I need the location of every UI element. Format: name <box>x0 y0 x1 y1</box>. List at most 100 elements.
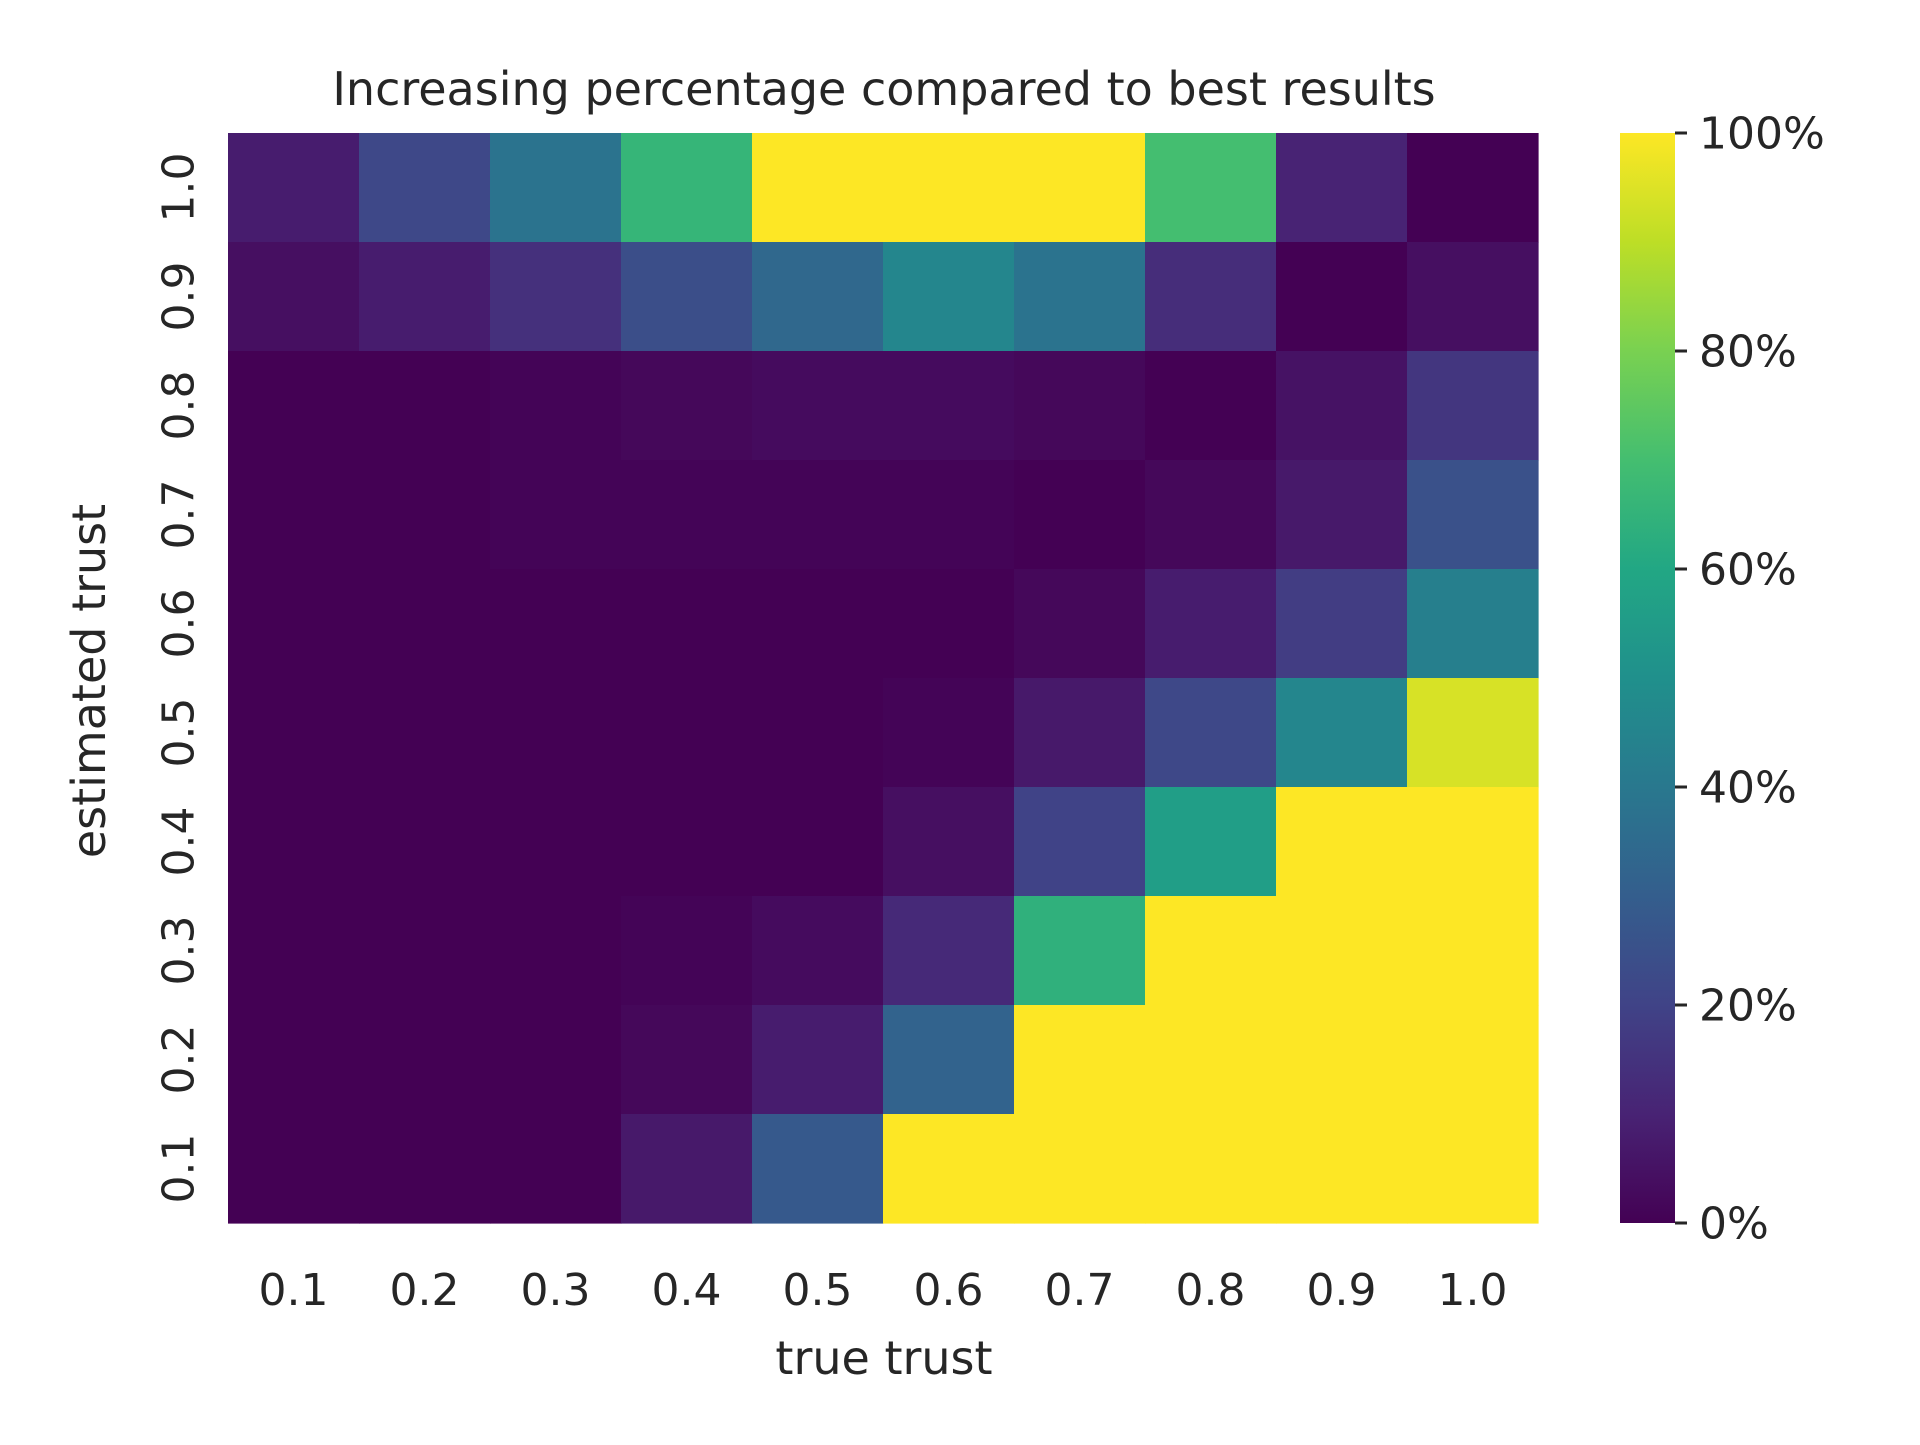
heatmap-cell <box>1014 242 1146 352</box>
heatmap-cell <box>752 896 884 1006</box>
heatmap-cell <box>1014 1114 1146 1224</box>
heatmap-cell <box>621 569 753 679</box>
heatmap-cell <box>621 1114 753 1224</box>
heatmap-cell <box>752 1114 884 1224</box>
y-tick-label: 1.0 <box>153 153 204 223</box>
x-tick-label: 0.6 <box>914 1265 984 1316</box>
heatmap-cell <box>228 678 360 788</box>
heatmap-cell <box>1145 242 1277 352</box>
heatmap-cell <box>490 351 622 461</box>
heatmap-cell <box>1014 1005 1146 1115</box>
heatmap-cell <box>490 569 622 679</box>
heatmap-cell <box>359 678 491 788</box>
heatmap-cell <box>228 787 360 897</box>
heatmap-cell <box>883 1005 1015 1115</box>
y-tick-label: 0.3 <box>153 916 204 986</box>
heatmap-cell <box>621 1005 753 1115</box>
heatmap-cell <box>621 460 753 570</box>
x-tick-label: 0.1 <box>259 1265 329 1316</box>
heatmap-cell <box>752 678 884 788</box>
heatmap-cell <box>359 351 491 461</box>
y-tick-label: 0.4 <box>153 807 204 877</box>
heatmap-cell <box>228 569 360 679</box>
heatmap-cell <box>1145 1114 1277 1224</box>
heatmap-cell <box>1145 351 1277 461</box>
x-tick-label: 0.8 <box>1176 1265 1246 1316</box>
heatmap-cell <box>228 1005 360 1115</box>
heatmap-cell <box>1145 678 1277 788</box>
x-axis-label: true trust <box>775 1331 992 1385</box>
heatmap-cell <box>1145 133 1277 243</box>
heatmap-cell <box>228 896 360 1006</box>
heatmap-cell <box>1407 133 1539 243</box>
heatmap-cell <box>490 678 622 788</box>
heatmap-cell <box>228 1114 360 1224</box>
heatmap-cell <box>883 242 1015 352</box>
heatmap-cell <box>228 242 360 352</box>
colorbar-tick-label: 60% <box>1699 544 1797 595</box>
heatmap-cell <box>490 787 622 897</box>
heatmap-cell <box>1014 569 1146 679</box>
heatmap-cell <box>490 133 622 243</box>
y-tick-label: 0.5 <box>153 698 204 768</box>
heatmap-cell <box>621 787 753 897</box>
heatmap-cell <box>621 678 753 788</box>
y-tick-label: 0.2 <box>153 1025 204 1095</box>
colorbar-tick-label: 40% <box>1699 762 1797 813</box>
heatmap-cell <box>752 460 884 570</box>
heatmap-cell <box>228 460 360 570</box>
heatmap-cell <box>621 133 753 243</box>
heatmap-cell <box>490 460 622 570</box>
heatmap-cell <box>1014 896 1146 1006</box>
heatmap-cell <box>1276 896 1408 1006</box>
heatmap-cell <box>1276 787 1408 897</box>
heatmap-cell <box>359 242 491 352</box>
heatmap-cell <box>1014 678 1146 788</box>
colorbar-tick-label: 0% <box>1699 1198 1769 1249</box>
x-tick-label: 0.4 <box>652 1265 722 1316</box>
heatmap-cell <box>1276 460 1408 570</box>
heatmap-cell <box>1276 678 1408 788</box>
heatmap-cell <box>752 569 884 679</box>
heatmap-cell <box>883 896 1015 1006</box>
heatmap-cell <box>1276 1005 1408 1115</box>
heatmap-cell <box>883 678 1015 788</box>
y-tick-label: 0.1 <box>153 1134 204 1204</box>
y-tick-label: 0.8 <box>153 371 204 441</box>
colorbar-gradient <box>1620 133 1675 1223</box>
heatmap-cell <box>228 351 360 461</box>
x-tick-label: 0.3 <box>521 1265 591 1316</box>
heatmap-cell <box>1014 460 1146 570</box>
heatmap-cell <box>1407 460 1539 570</box>
heatmap-cell <box>1407 351 1539 461</box>
heatmap-cell <box>883 460 1015 570</box>
x-tick-label: 0.5 <box>783 1265 853 1316</box>
heatmap-cell <box>883 787 1015 897</box>
x-tick-label: 0.7 <box>1045 1265 1115 1316</box>
x-tick-labels: 0.1 0.2 0.3 0.4 0.5 0.6 0.7 0.8 0.9 1.0 <box>259 1265 1508 1316</box>
heatmap-cell <box>1407 1114 1539 1224</box>
heatmap-cell <box>1276 242 1408 352</box>
y-tick-label: 0.7 <box>153 480 204 550</box>
heatmap-cell <box>1407 678 1539 788</box>
heatmap-cell <box>490 1114 622 1224</box>
heatmap-cell <box>1014 351 1146 461</box>
heatmap-cell <box>883 351 1015 461</box>
heatmap-cell <box>1407 896 1539 1006</box>
heatmap-cell <box>752 1005 884 1115</box>
heatmap-cell <box>883 1114 1015 1224</box>
colorbar-tick-label: 20% <box>1699 980 1797 1031</box>
heatmap-cell <box>1407 787 1539 897</box>
x-tick-label: 0.2 <box>390 1265 460 1316</box>
heatmap-cell <box>1145 569 1277 679</box>
heatmap-cell <box>1145 460 1277 570</box>
heatmap-cell <box>621 351 753 461</box>
chart-title: Increasing percentage compared to best r… <box>332 62 1435 116</box>
colorbar-tick-label: 100% <box>1699 108 1825 159</box>
heatmap-cell <box>490 1005 622 1115</box>
heatmap-cell <box>752 351 884 461</box>
heatmap-cell <box>359 460 491 570</box>
heatmap-cell <box>359 1114 491 1224</box>
heatmap-cell <box>1407 1005 1539 1115</box>
